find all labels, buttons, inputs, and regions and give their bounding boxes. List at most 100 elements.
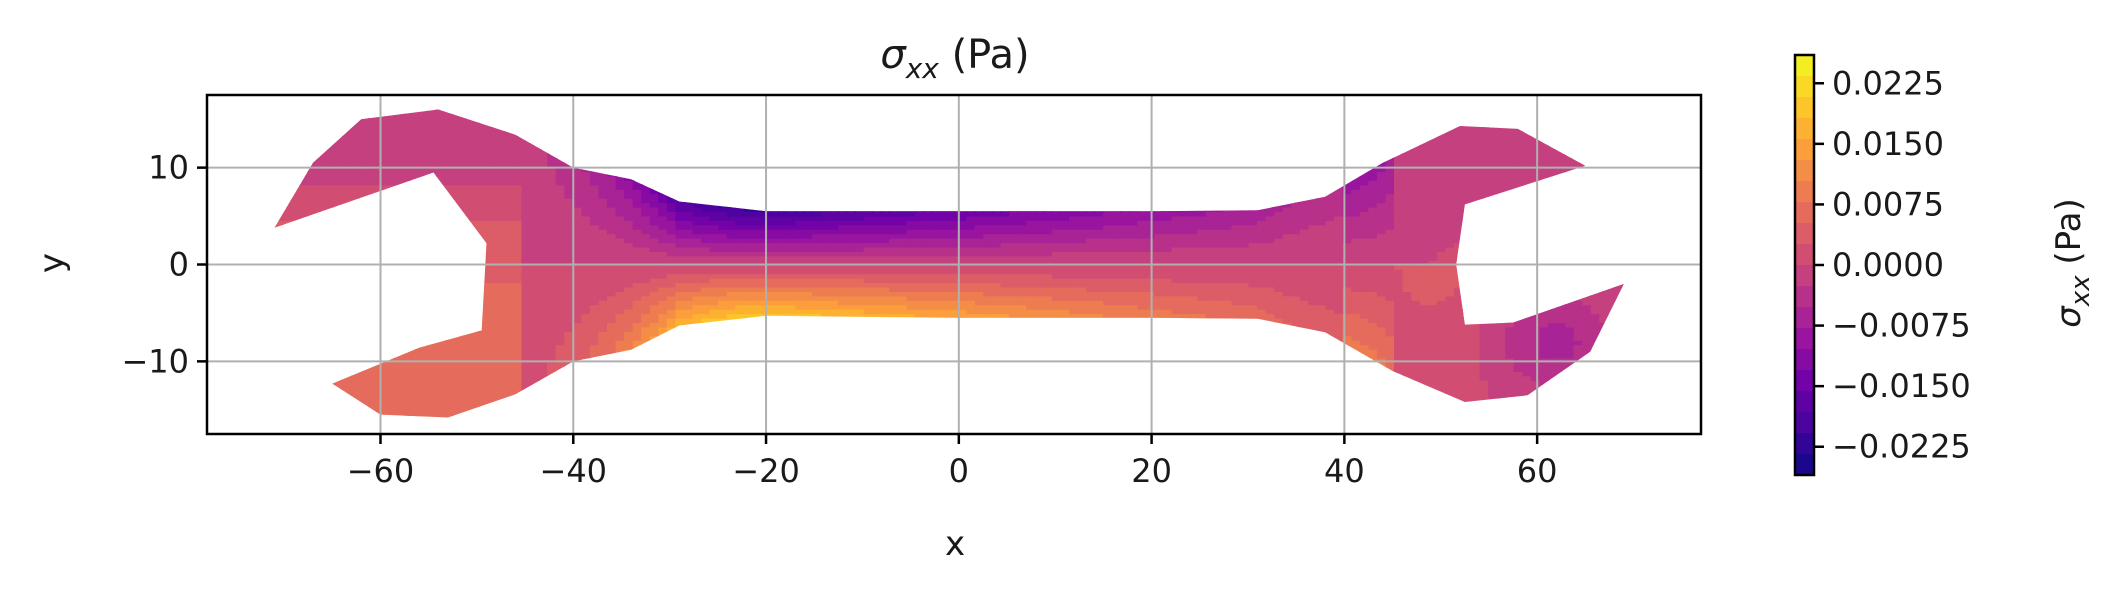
contour-cell: [461, 335, 471, 341]
contour-cell: [752, 277, 762, 284]
contour-cell: [453, 184, 463, 190]
contour-cell: [701, 406, 711, 412]
contour-cell: [709, 126, 720, 133]
contour-cell: [812, 371, 822, 377]
contour-cell: [478, 362, 489, 368]
contour-cell: [812, 113, 822, 119]
contour-cell: [735, 122, 745, 128]
contour-cell: [461, 255, 471, 261]
contour-cell: [726, 415, 737, 418]
contour-cell: [555, 246, 566, 252]
contour-cell: [718, 304, 728, 310]
contour-cell: [367, 246, 377, 252]
contour-cell: [444, 331, 454, 337]
contour-cell: [504, 282, 514, 288]
contour-cell: [316, 317, 326, 324]
contour-cell: [435, 331, 446, 337]
contour-cell: [461, 242, 471, 248]
contour-cell: [401, 211, 412, 217]
contour-cell: [461, 184, 471, 190]
contour-cell: [299, 157, 309, 164]
contour-cell: [470, 153, 480, 159]
contour-cell: [538, 300, 548, 306]
contour-cell: [743, 144, 754, 150]
contour-cell: [427, 286, 437, 292]
contour-cell: [367, 135, 377, 141]
contour-cell: [504, 175, 514, 181]
contour-cell: [709, 157, 720, 164]
contour-cell: [512, 384, 523, 390]
contour-cell: [649, 268, 660, 275]
contour-cell: [358, 184, 369, 190]
contour-cell: [820, 268, 831, 275]
contour-cell: [538, 260, 548, 266]
contour-cell: [743, 171, 754, 177]
contour-cell: [649, 402, 660, 408]
contour-cell: [632, 144, 643, 150]
contour-cell: [666, 273, 677, 279]
contour-cell: [726, 211, 737, 217]
contour-cell: [512, 331, 523, 337]
contour-cell: [513, 420, 522, 425]
contour-cell: [358, 295, 369, 301]
contour-cell: [726, 402, 737, 408]
contour-cell: [684, 153, 694, 159]
contour-cell: [538, 157, 548, 164]
contour-cell: [324, 353, 335, 359]
contour-cell: [530, 180, 540, 186]
contour-cell: [281, 331, 292, 337]
contour-cell: [530, 189, 540, 195]
contour-cell: [274, 348, 283, 355]
contour-cell: [290, 251, 300, 257]
contour-cell: [778, 393, 788, 399]
contour-cell: [564, 348, 574, 355]
contour-cell: [470, 362, 480, 368]
contour-cell: [453, 384, 463, 390]
contour-cell: [401, 313, 412, 319]
contour-cell: [778, 242, 788, 248]
contour-cell: [778, 344, 788, 350]
contour-cell: [589, 242, 600, 248]
contour-cell: [666, 237, 677, 244]
contour-cell: [290, 131, 300, 137]
contour-cell: [290, 313, 300, 319]
contour-cell: [555, 184, 566, 190]
contour-cell: [649, 331, 660, 337]
contour-cell: [555, 384, 566, 390]
contour-cell: [504, 118, 514, 124]
contour-cell: [675, 353, 685, 359]
contour-cell: [478, 384, 489, 390]
contour-cell: [478, 175, 489, 181]
contour-cell: [726, 242, 737, 248]
contour-cell: [478, 313, 489, 319]
contour-cell: [607, 215, 617, 221]
contour-cell: [538, 339, 548, 346]
contour-cell: [538, 371, 548, 377]
contour-cell: [778, 131, 788, 137]
contour-cell: [307, 388, 317, 395]
contour-cell: [769, 228, 779, 235]
contour-cell: [795, 202, 805, 208]
contour-cell: [444, 189, 454, 195]
contour-cell: [718, 313, 728, 319]
contour-cell: [726, 255, 737, 261]
contour-cell: [812, 317, 822, 324]
contour-cell: [837, 180, 848, 186]
contour-cell: [778, 415, 788, 418]
contour-cell: [401, 184, 412, 190]
contour-cell: [384, 286, 394, 292]
contour-cell: [641, 171, 651, 177]
contour-cell: [367, 366, 377, 372]
contour-cell: [675, 402, 685, 408]
contour-cell: [658, 118, 668, 124]
contour-cell: [632, 122, 643, 128]
contour-cell: [675, 189, 685, 195]
contour-cell: [778, 113, 788, 119]
contour-cell: [837, 411, 848, 417]
contour-cell: [495, 406, 506, 412]
contour-cell: [641, 215, 651, 221]
contour-cell: [265, 313, 274, 318]
contour-cell: [615, 331, 625, 337]
contour-cell: [478, 122, 489, 128]
contour-cell: [444, 402, 454, 408]
